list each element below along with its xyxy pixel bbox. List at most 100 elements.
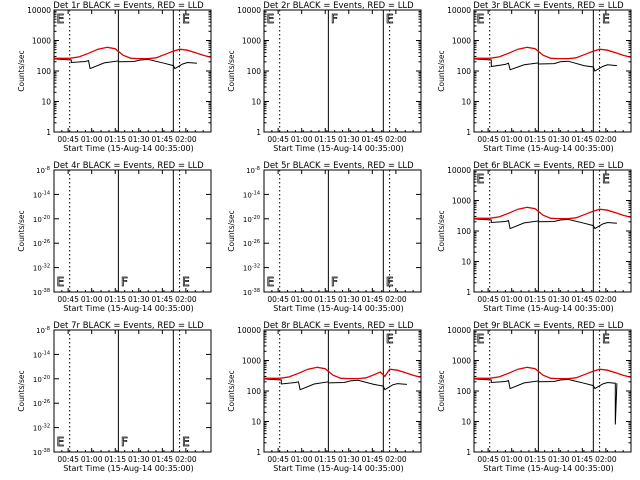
y-axis-label: Counts/sec [437, 210, 446, 251]
x-tick-label: 01:45 [362, 455, 384, 464]
x-tick-label: 02:00 [595, 295, 617, 304]
y-tick-label: 1 [466, 128, 471, 137]
y-tick-label: 10 [461, 418, 471, 427]
y-tick-label: 1 [466, 448, 471, 457]
panel-title: Det 9r BLACK = Events, RED = LLD [473, 321, 624, 331]
x-axis-label: Start Time (15-Aug-14 00:35:00) [63, 464, 194, 473]
x-tick-label: 01:45 [152, 455, 174, 464]
y-tick-label: 10000 [447, 6, 471, 15]
x-tick-label: 01:30 [548, 135, 570, 144]
series-lld-line [474, 206, 632, 220]
x-axis-label: Start Time (15-Aug-14 00:35:00) [483, 464, 614, 473]
series-events-line [263, 378, 407, 391]
marker-letter: E [182, 435, 190, 449]
y-tick-label: 10 [41, 98, 51, 107]
y-tick-label: 10000 [237, 6, 261, 15]
marker-letter: F [121, 275, 128, 289]
x-tick-label: 02:00 [385, 135, 407, 144]
y-tick-label: 1000 [452, 37, 471, 46]
y-tick-label: 10 [461, 258, 471, 267]
panel-title: Det 6r BLACK = Events, RED = LLD [473, 161, 624, 171]
x-tick-label: 00:45 [267, 295, 289, 304]
y-tick-label: 10-20 [33, 215, 50, 224]
x-tick-label: 01:30 [338, 455, 360, 464]
panel-title: Det 4r BLACK = Events, RED = LLD [53, 161, 204, 171]
x-tick-label: 01:00 [501, 455, 523, 464]
x-tick-label: 01:00 [291, 295, 313, 304]
y-tick-label: 1 [466, 288, 471, 297]
series-events-line [473, 58, 617, 72]
y-tick-label: 10-14 [33, 350, 50, 359]
x-tick-label: 01:30 [128, 455, 150, 464]
x-axis-label: Start Time (15-Aug-14 00:35:00) [63, 304, 194, 313]
x-tick-label: 02:00 [175, 455, 197, 464]
x-tick-label: 01:15 [524, 295, 546, 304]
x-tick-label: 01:15 [314, 135, 336, 144]
panel-title: Det 7r BLACK = Events, RED = LLD [53, 321, 204, 331]
marker-letter: F [331, 275, 338, 289]
x-axis-label: Start Time (15-Aug-14 00:35:00) [483, 144, 614, 153]
y-tick-label: 10-8 [246, 166, 260, 175]
x-tick-label: 01:15 [104, 455, 126, 464]
y-tick-label: 10000 [237, 326, 261, 335]
detector-panel-7: Det 7r BLACK = Events, RED = LLD 00:45 01:… [17, 321, 212, 473]
panel-title: Det 2r BLACK = Events, RED = LLD [263, 1, 414, 11]
marker-letter: E [477, 332, 485, 346]
plot-frame [53, 9, 212, 133]
x-tick-label: 00:45 [57, 455, 79, 464]
marker-letter: E [602, 12, 610, 26]
series-events-line [53, 58, 197, 70]
plot-frame [263, 9, 422, 133]
marker-letter: E [267, 275, 275, 289]
series-lld-line [54, 46, 212, 60]
y-axis-label: Counts/sec [227, 370, 236, 411]
x-tick-label: 01:15 [314, 455, 336, 464]
x-tick-label: 01:15 [104, 295, 126, 304]
y-tick-label: 1 [46, 128, 51, 137]
y-tick-label: 10-8 [36, 326, 50, 335]
plot-frame [263, 329, 422, 453]
y-tick-label: 100 [457, 387, 472, 396]
x-tick-label: 02:00 [595, 135, 617, 144]
y-tick-label: 1000 [242, 357, 261, 366]
x-tick-label: 01:45 [572, 295, 594, 304]
y-tick-label: 10-32 [33, 424, 50, 433]
y-tick-label: 10-38 [33, 288, 50, 297]
y-tick-label: 10-38 [33, 448, 50, 457]
y-tick-label: 10-32 [243, 264, 260, 273]
y-axis-label: Counts/sec [17, 50, 26, 91]
y-axis-label: Counts/sec [227, 210, 236, 251]
y-tick-label: 10-14 [243, 190, 260, 199]
x-tick-label: 01:30 [338, 295, 360, 304]
series-lld-line [474, 46, 632, 60]
marker-letter: E [602, 172, 610, 186]
x-tick-label: 01:45 [152, 295, 174, 304]
y-tick-label: 10-26 [33, 399, 50, 408]
y-tick-label: 10-32 [33, 264, 50, 273]
marker-letter: E [182, 12, 190, 26]
y-tick-label: 100 [37, 67, 52, 76]
y-tick-label: 100 [247, 387, 262, 396]
y-tick-label: 100 [457, 67, 472, 76]
y-tick-label: 10 [251, 98, 261, 107]
marker-letter: E [602, 332, 610, 346]
marker-letter: E [477, 12, 485, 26]
x-tick-label: 01:15 [524, 135, 546, 144]
marker-letter: E [182, 275, 190, 289]
y-tick-label: 100 [457, 227, 472, 236]
y-tick-label: 1 [256, 448, 261, 457]
y-axis-label: Counts/sec [17, 210, 26, 251]
series-lld-line [474, 366, 632, 380]
x-tick-label: 01:15 [314, 295, 336, 304]
x-tick-label: 01:45 [572, 135, 594, 144]
x-tick-label: 01:30 [338, 135, 360, 144]
x-tick-label: 01:00 [291, 135, 313, 144]
x-tick-label: 02:00 [175, 295, 197, 304]
y-tick-label: 10-14 [33, 190, 50, 199]
panel-title: Det 5r BLACK = Events, RED = LLD [263, 161, 414, 171]
plot-frame [473, 329, 632, 453]
x-tick-label: 01:00 [81, 135, 103, 144]
